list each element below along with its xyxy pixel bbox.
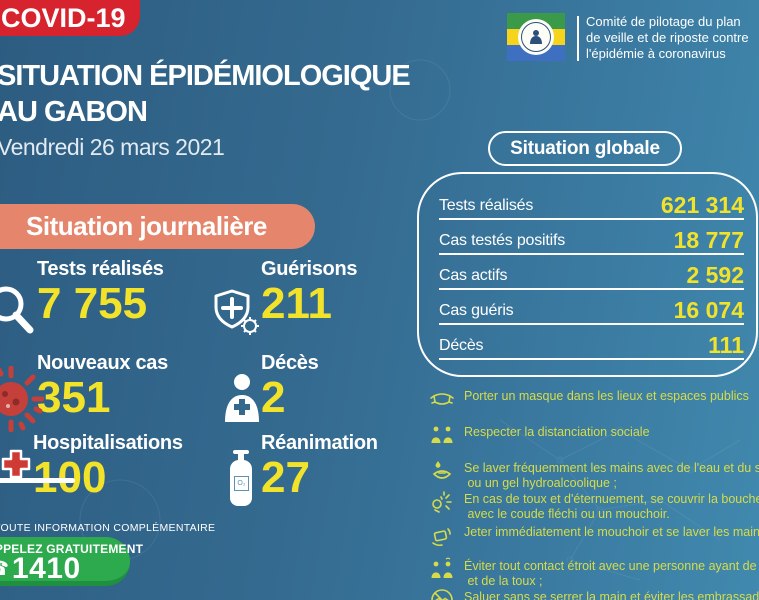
measure-text: Éviter tout contact étroit avec une pers… [464,559,757,588]
stat-value: 2 [261,373,286,422]
daily-situation-heading: Situation journalière [0,204,315,249]
global-situation-heading: Situation globale [488,131,682,166]
title-line-1: SITUATION ÉPIDÉMIOLOGIQUE [0,60,411,92]
measure-item: Saluer sans se serrer la main et éviter … [430,588,759,600]
page-title: SITUATION ÉPIDÉMIOLOGIQUE AU GABON Vendr… [0,58,411,161]
discard-tissue-icon [430,523,456,552]
phone-icon: ☎ [0,559,9,579]
measure-item: Se laver fréquemment les mains avec de l… [430,461,759,490]
stat-label: Tests réalisés [37,258,164,280]
stat-label: Hospitalisations [33,432,183,454]
sneeze-cover-icon [430,490,456,519]
magnifier-icon [0,286,34,334]
stat-label: Tests réalisés [439,197,534,214]
hospital-bed-icon [0,478,75,483]
stat-label: Cas actifs [439,267,508,284]
stat-deces: Décès 2 [261,351,319,422]
stat-label: Décès [439,337,484,354]
measure-item: Éviter tout contact étroit avec une pers… [430,557,759,588]
virus-icon [0,366,44,432]
gabon-seal [518,19,554,55]
stat-label: Cas guéris [439,302,514,319]
stat-label: Décès [261,352,319,374]
stat-value: 7 755 [37,279,148,328]
report-date: Vendredi 26 mars 2021 [0,134,225,160]
global-row-deces: Décès 111 [439,327,744,360]
daily-heading-label: Situation journalière [26,211,267,241]
stat-label: Réanimation [261,432,378,454]
no-handshake-icon [430,588,456,600]
social-distancing-icon [430,423,456,452]
shield-cross-icon [214,289,259,335]
covid-banner-label: COVID-19 [1,3,126,33]
avoid-contact-icon [430,557,456,586]
title-line-2: AU GABON [0,96,148,128]
stat-label: Nouveaux cas [37,352,168,374]
global-row-actifs: Cas actifs 2 592 [439,257,744,290]
measure-text: Respecter la distanciation sociale [464,425,650,439]
measure-item: Porter un masque dans les lieux et espac… [430,389,759,416]
stat-tests-realises: Tests réalisés 7 755 [37,257,164,327]
committee-line: l'épidémie à coronavirus [586,46,726,61]
committee-title: Comité de pilotage du plan de veille et … [586,14,749,62]
mask-icon [430,387,456,416]
global-stats-table: Tests réalisés 621 314 Cas testés positi… [417,172,758,377]
measure-item: En cas de toux et d'éternuement, se couv… [430,490,759,521]
global-heading-label: Situation globale [510,137,660,159]
committee-line: de veille et de riposte contre [586,30,749,45]
stat-value: 351 [37,373,111,422]
person-cross-icon [225,374,259,422]
gabon-flag-logo [507,13,565,61]
hotline-number: 1410 [11,552,81,585]
stat-value: 100 [33,453,107,502]
hotline-info-text: TOUTE INFORMATION COMPLÉMENTAIRE [0,522,216,534]
stat-value: 18 777 [673,227,744,253]
measure-text: Porter un masque dans les lieux et espac… [464,389,749,403]
stat-label: Cas testés positifs [439,232,566,249]
measure-item: Respecter la distanciation sociale [430,425,759,452]
measure-text: Saluer sans se serrer la main et éviter … [464,590,759,600]
stat-nouveaux-cas: Nouveaux cas 351 [37,351,168,421]
global-row-positifs: Cas testés positifs 18 777 [439,222,744,255]
oxygen-tank-icon: O₂ [230,450,252,506]
hotline-call-label: APPELEZ GRATUITEMENT [0,542,144,556]
measure-item: Jeter immédiatement le mouchoir et se la… [430,525,759,552]
global-row-tests: Tests réalisés 621 314 [439,187,744,220]
stat-guerisons: Guérisons 211 [261,257,358,328]
stat-value: 2 592 [686,262,744,288]
measure-text: Se laver fréquemment les mains avec de l… [464,461,759,490]
hotline-badge: APPELEZ GRATUITEMENT ☎ 1410 [0,537,144,586]
committee-line: Comité de pilotage du plan [586,14,741,29]
measure-text: Jeter immédiatement le mouchoir et se la… [464,525,759,539]
seal-emblem-icon [530,30,542,44]
hand-washing-icon [430,459,456,488]
stat-value: 111 [708,332,744,358]
hospital-cross-icon [1,449,31,479]
stat-value: 621 314 [660,192,744,218]
stat-value: 16 074 [673,297,744,323]
stat-hospitalisations: Hospitalisations 100 [33,431,183,501]
stat-label: Guérisons [261,258,358,280]
stat-reanimation: Réanimation 27 [261,431,378,501]
stat-value: 27 [261,453,310,502]
measure-text: En cas de toux et d'éternuement, se couv… [464,492,759,521]
covid-banner: COVID-19 [0,0,140,36]
stat-value: 211 [261,279,332,328]
global-row-gueris: Cas guéris 16 074 [439,292,744,325]
header-divider [577,16,579,61]
prevention-measures-list: Porter un masque dans les lieux et espac… [430,383,759,600]
